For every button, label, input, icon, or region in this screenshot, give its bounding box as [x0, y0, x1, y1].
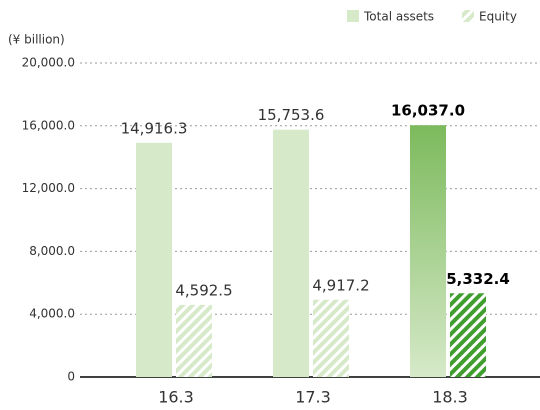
value-label: 5,332.4 — [446, 270, 510, 288]
value-label: 4,592.5 — [175, 281, 232, 299]
legend-label: Total assets — [363, 10, 434, 24]
y-tick-label: 20,000.0 — [22, 56, 75, 70]
y-tick-label: 8,000.0 — [29, 244, 75, 258]
bar — [273, 129, 309, 377]
bar — [176, 304, 212, 377]
x-tick-label: 16.3 — [158, 388, 194, 407]
y-tick-label: 0 — [67, 370, 75, 384]
bar — [136, 142, 172, 377]
x-tick-label: 17.3 — [295, 388, 331, 407]
bar — [313, 299, 349, 377]
y-tick-label: 12,000.0 — [22, 181, 75, 195]
legend-swatch — [462, 10, 474, 22]
value-label: 14,916.3 — [121, 119, 188, 137]
y-tick-label: 4,000.0 — [29, 307, 75, 321]
bar — [410, 125, 446, 377]
x-tick-label: 18.3 — [432, 388, 468, 407]
value-label: 16,037.0 — [391, 102, 465, 120]
y-tick-label: 16,000.0 — [22, 118, 75, 132]
value-label: 15,753.6 — [258, 106, 325, 124]
y-unit: (¥ billion) — [8, 33, 65, 47]
legend-swatch — [347, 10, 359, 22]
legend-label: Equity — [479, 10, 517, 24]
value-label: 4,917.2 — [312, 276, 369, 294]
bar — [450, 293, 486, 377]
